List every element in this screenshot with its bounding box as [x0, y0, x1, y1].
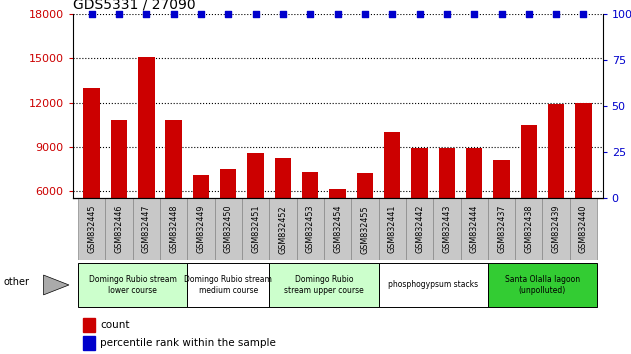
- Point: [524, 11, 534, 17]
- Text: GSM832445: GSM832445: [87, 205, 96, 253]
- Bar: [297, 198, 324, 260]
- Text: other: other: [4, 278, 30, 287]
- Bar: [242, 198, 269, 260]
- Point: [168, 11, 179, 17]
- Bar: [521, 125, 537, 279]
- Text: percentile rank within the sample: percentile rank within the sample: [100, 338, 276, 348]
- Bar: [105, 198, 133, 260]
- Text: count: count: [100, 320, 129, 330]
- Point: [387, 11, 398, 17]
- Bar: [406, 198, 433, 260]
- Text: GSM832444: GSM832444: [469, 205, 479, 253]
- Text: GSM832440: GSM832440: [579, 205, 588, 253]
- Text: GSM832452: GSM832452: [278, 205, 288, 253]
- Text: GSM832448: GSM832448: [169, 205, 178, 253]
- Bar: [575, 103, 592, 279]
- Bar: [570, 198, 597, 260]
- Point: [442, 11, 452, 17]
- Bar: [269, 263, 379, 307]
- Bar: [269, 198, 297, 260]
- Bar: [324, 198, 351, 260]
- Bar: [83, 336, 95, 350]
- Bar: [83, 88, 100, 279]
- Point: [223, 11, 233, 17]
- Bar: [274, 159, 291, 279]
- Bar: [493, 160, 510, 279]
- Text: Domingo Rubio stream
lower course: Domingo Rubio stream lower course: [89, 275, 177, 295]
- Point: [114, 11, 124, 17]
- Point: [196, 11, 206, 17]
- Bar: [78, 198, 105, 260]
- Text: Santa Olalla lagoon
(unpolluted): Santa Olalla lagoon (unpolluted): [505, 275, 580, 295]
- Bar: [83, 318, 95, 332]
- Text: GSM832455: GSM832455: [360, 205, 369, 253]
- Text: GSM832454: GSM832454: [333, 205, 342, 253]
- Point: [86, 11, 97, 17]
- Text: GSM832437: GSM832437: [497, 205, 506, 253]
- Bar: [543, 198, 570, 260]
- Bar: [357, 173, 373, 279]
- Text: GSM832443: GSM832443: [442, 205, 451, 253]
- Bar: [351, 198, 379, 260]
- Point: [551, 11, 561, 17]
- Text: GSM832438: GSM832438: [524, 205, 533, 253]
- Point: [579, 11, 589, 17]
- Bar: [111, 120, 127, 279]
- Text: GSM832449: GSM832449: [196, 205, 206, 253]
- Bar: [379, 263, 488, 307]
- Point: [469, 11, 479, 17]
- Point: [305, 11, 316, 17]
- Bar: [193, 175, 209, 279]
- Bar: [160, 198, 187, 260]
- Polygon shape: [44, 275, 69, 295]
- Bar: [488, 263, 597, 307]
- Text: GSM832451: GSM832451: [251, 205, 260, 253]
- Bar: [384, 132, 401, 279]
- Text: Domingo Rubio stream
medium course: Domingo Rubio stream medium course: [184, 275, 272, 295]
- Point: [278, 11, 288, 17]
- Bar: [515, 198, 543, 260]
- Text: Domingo Rubio
stream upper course: Domingo Rubio stream upper course: [284, 275, 364, 295]
- Text: GSM832442: GSM832442: [415, 205, 424, 253]
- Text: phosphogypsum stacks: phosphogypsum stacks: [388, 280, 478, 290]
- Text: GSM832439: GSM832439: [551, 205, 561, 253]
- Point: [251, 11, 261, 17]
- Text: GSM832447: GSM832447: [142, 205, 151, 253]
- Bar: [215, 198, 242, 260]
- Text: GSM832441: GSM832441: [387, 205, 397, 253]
- Bar: [138, 57, 155, 279]
- Text: GSM832446: GSM832446: [114, 205, 124, 253]
- Bar: [433, 198, 461, 260]
- Text: GSM832453: GSM832453: [306, 205, 315, 253]
- Bar: [133, 198, 160, 260]
- Point: [141, 11, 151, 17]
- Text: GDS5331 / 27090: GDS5331 / 27090: [73, 0, 195, 12]
- Bar: [461, 198, 488, 260]
- Bar: [488, 198, 515, 260]
- Point: [360, 11, 370, 17]
- Point: [415, 11, 425, 17]
- Bar: [411, 148, 428, 279]
- Bar: [548, 104, 564, 279]
- Text: GSM832450: GSM832450: [224, 205, 233, 253]
- Bar: [165, 120, 182, 279]
- Point: [333, 11, 343, 17]
- Bar: [247, 153, 264, 279]
- Bar: [187, 198, 215, 260]
- Bar: [78, 263, 187, 307]
- Point: [497, 11, 507, 17]
- Bar: [220, 169, 237, 279]
- Bar: [187, 263, 269, 307]
- Bar: [439, 148, 455, 279]
- Bar: [329, 189, 346, 279]
- Bar: [466, 148, 482, 279]
- Bar: [302, 172, 319, 279]
- Bar: [379, 198, 406, 260]
